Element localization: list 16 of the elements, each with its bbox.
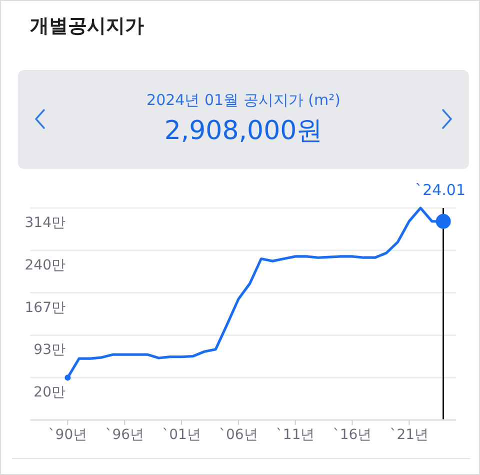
y-tick-label: 20만 bbox=[34, 384, 66, 401]
y-tick-label: 93만 bbox=[34, 342, 66, 358]
x-tick-label: `96년 bbox=[105, 426, 144, 443]
x-tick-label: `11년 bbox=[276, 426, 315, 443]
y-tick-label: 314만 bbox=[24, 215, 66, 231]
x-tick-label: `01년 bbox=[162, 426, 201, 443]
x-tick-label: `90년 bbox=[48, 426, 88, 443]
x-tick-label: `06년 bbox=[219, 426, 258, 443]
text: 2,908,000원 bbox=[164, 116, 323, 146]
chart-subtitle: 2024년 01월 공시지가 (m²) bbox=[146, 91, 340, 109]
chart-title: 개별공시지가 bbox=[30, 15, 144, 37]
y-tick-label: 167만 bbox=[24, 300, 66, 316]
x-tick-label: `21년 bbox=[390, 426, 429, 443]
x-tick-label: `16년 bbox=[332, 426, 372, 443]
x-tick-label: `24.01 bbox=[415, 181, 466, 199]
y-tick-label: 240만 bbox=[24, 257, 66, 274]
